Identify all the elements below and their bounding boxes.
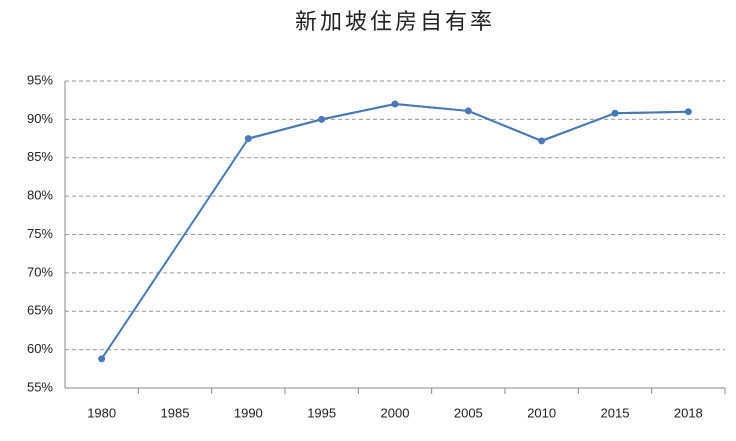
x-tick-label: 2018 — [674, 405, 703, 420]
point — [98, 355, 106, 363]
point — [464, 107, 472, 115]
y-tick-label: 95% — [27, 72, 53, 87]
x-tick-label: 2010 — [527, 405, 556, 420]
chart-title: 新加坡住房自有率 — [295, 9, 495, 34]
x-tick-label: 1990 — [234, 405, 263, 420]
point — [318, 115, 326, 123]
point — [684, 108, 692, 116]
y-tick-label: 90% — [27, 111, 53, 126]
point — [611, 109, 619, 117]
x-tick-label: 2000 — [381, 405, 410, 420]
y-tick-label: 75% — [27, 226, 53, 241]
x-tick-label: 2005 — [454, 405, 483, 420]
x-tick-label: 2015 — [601, 405, 630, 420]
x-tick-label: 1995 — [307, 405, 336, 420]
y-tick-label: 65% — [27, 303, 53, 318]
y-tick-label: 70% — [27, 264, 53, 279]
y-tick-label: 85% — [27, 149, 53, 164]
point — [391, 100, 399, 108]
y-tick-label: 60% — [27, 341, 53, 356]
gap-connector — [100, 103, 689, 360]
x-tick-label: 1980 — [87, 405, 116, 420]
point — [538, 137, 546, 145]
point — [244, 135, 252, 143]
y-tick-label: 80% — [27, 188, 53, 203]
x-tick-label: 1985 — [161, 405, 190, 420]
y-tick-label: 55% — [27, 379, 53, 394]
